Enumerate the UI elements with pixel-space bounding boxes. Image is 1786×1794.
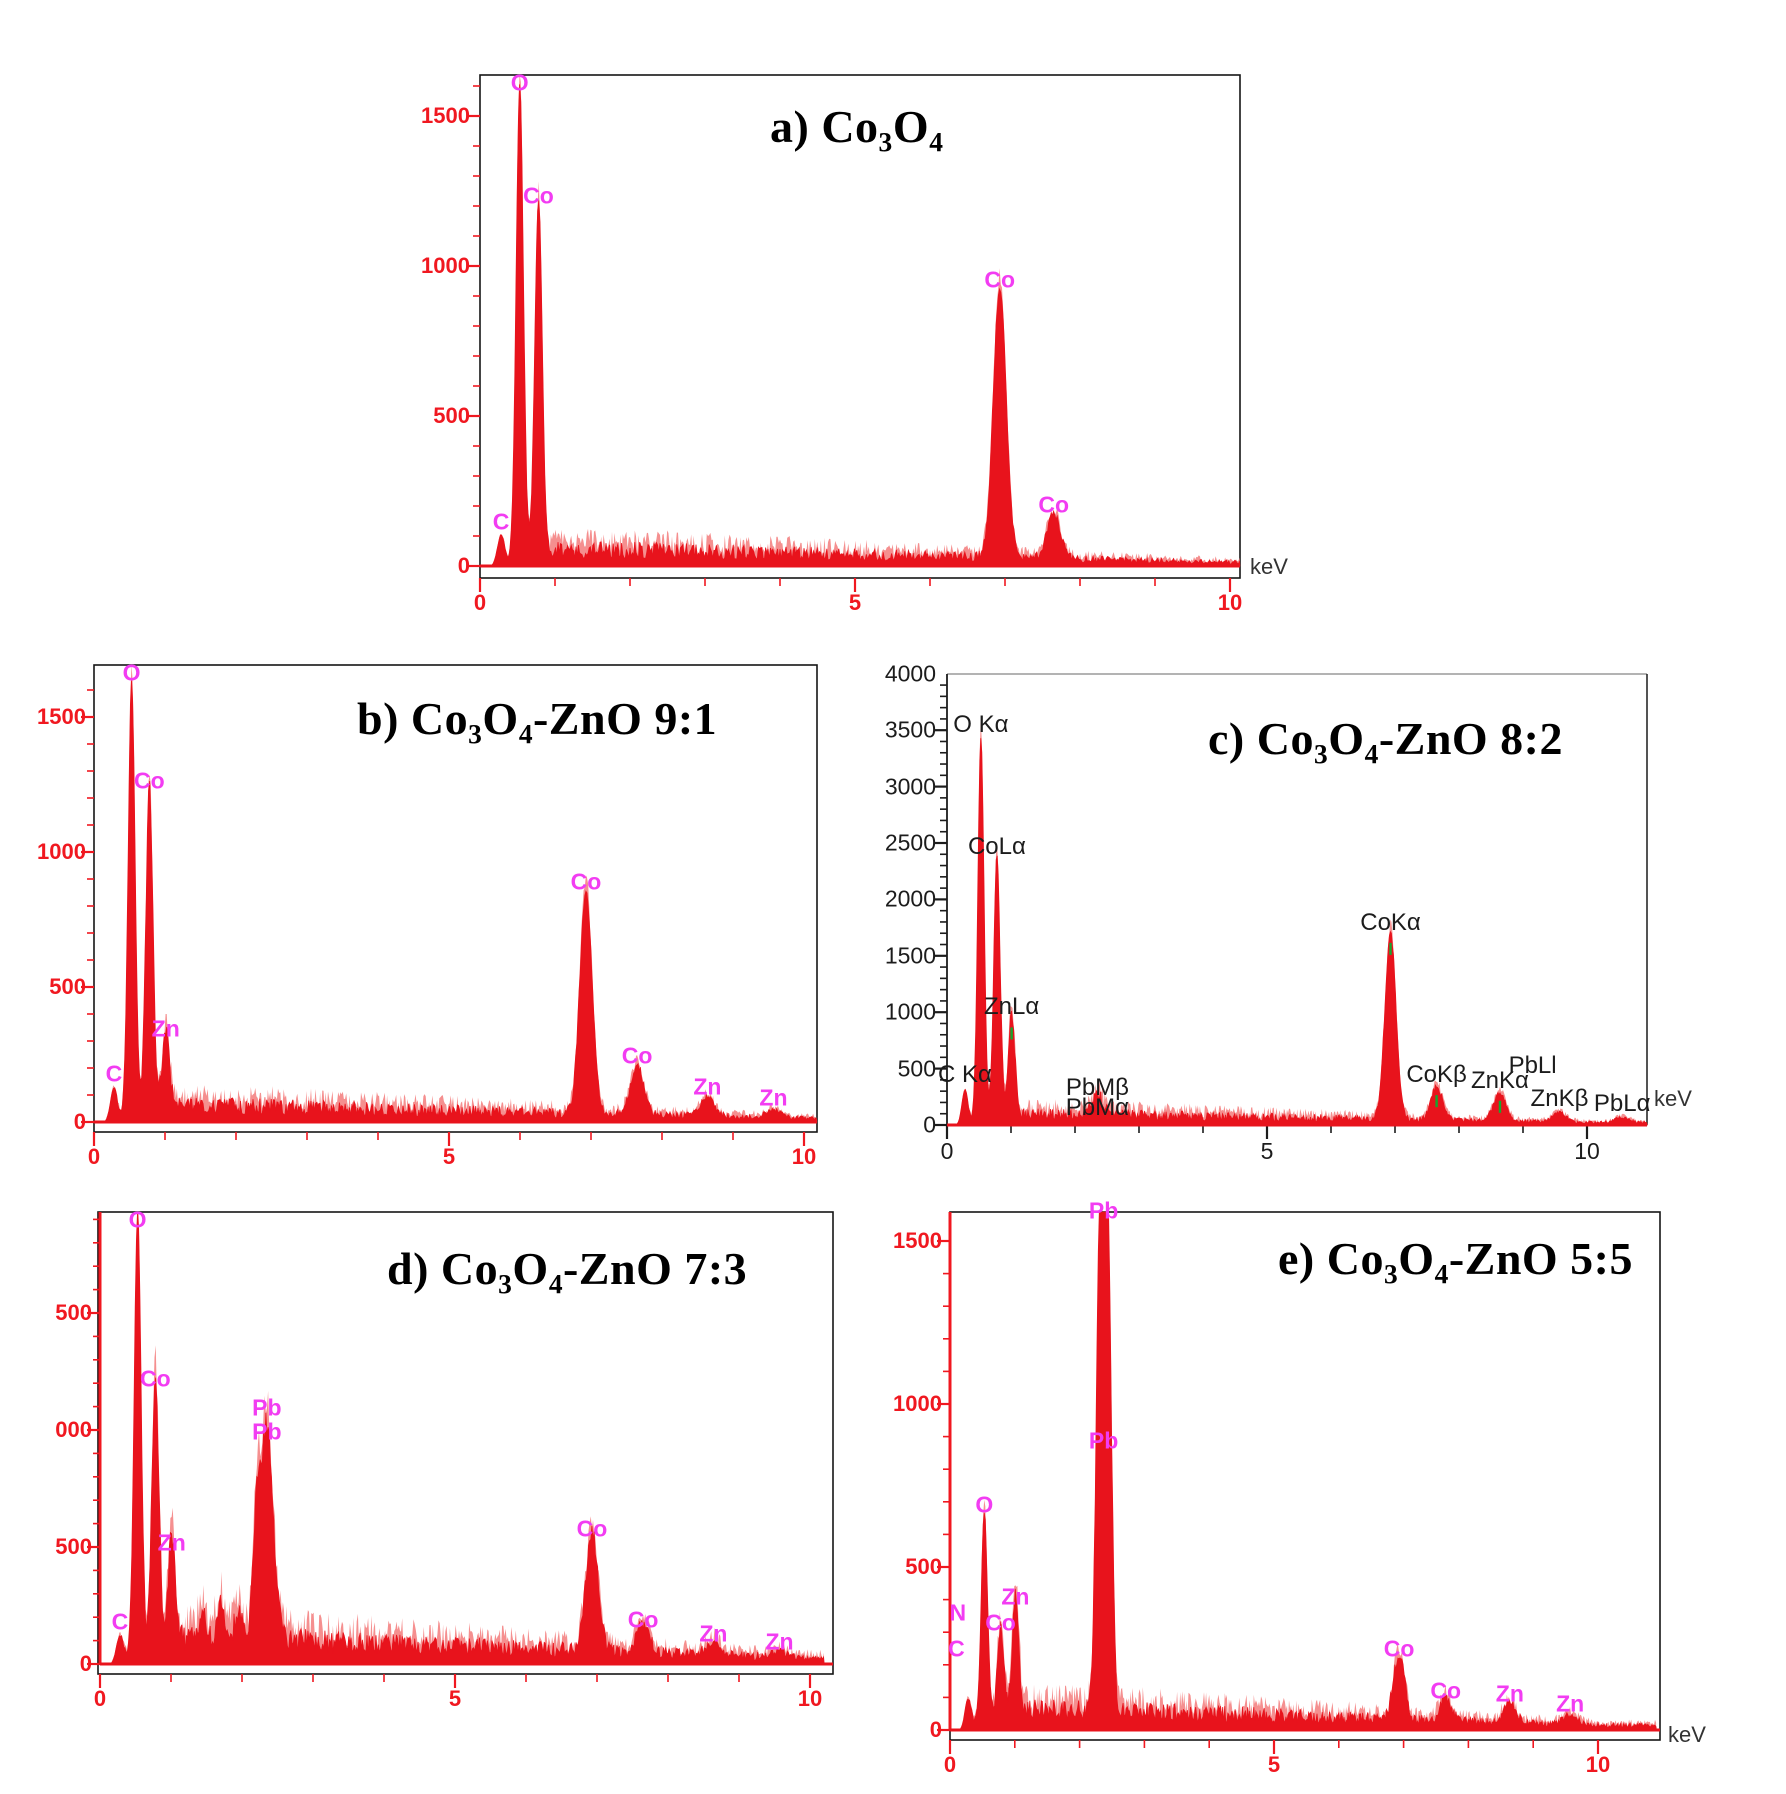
panel-c-y-tick-label: 1500 xyxy=(884,942,936,969)
panel-e-x-tick-label: 5 xyxy=(1267,1752,1281,1777)
panel-b-title: b) Co₃O₄-ZnO 9:1 xyxy=(357,693,718,744)
panel-c-y-tick-label: 2000 xyxy=(884,885,936,912)
panel-d-x-tick-label: 5 xyxy=(448,1686,462,1711)
panel-c-y-tick-label: 3000 xyxy=(884,773,936,800)
peak-label-zn: Zn xyxy=(157,1529,186,1556)
peak-label-zn: Zn xyxy=(765,1628,794,1655)
panel-d-title: d) Co₃O₄-ZnO 7:3 xyxy=(387,1243,748,1294)
peak-label-o: O xyxy=(122,659,141,686)
peak-label-co: Co xyxy=(576,1515,608,1542)
panel-c-y-tick-label: 500 xyxy=(897,1055,936,1082)
panel-d-y-tick-label: 0 xyxy=(79,1651,92,1676)
panel-b-y-tick-label: 1000 xyxy=(37,839,86,864)
panel-e-x-tick-label: 10 xyxy=(1585,1752,1611,1777)
panel-a-title: a) Co₃O₄ xyxy=(770,101,944,152)
peak-label-pbmα: PbMα xyxy=(1065,1094,1130,1122)
peak-label-co: Co xyxy=(1038,491,1070,518)
peak-label-zn: Zn xyxy=(759,1084,788,1111)
panel-a-y-tick-label: 1000 xyxy=(421,253,470,278)
panel-c-y-tick-label: 4000 xyxy=(884,660,936,687)
panel-c-x-tick-label: 0 xyxy=(940,1138,954,1164)
panel-a-x-tick-label: 10 xyxy=(1217,590,1243,615)
peak-label-co: Co xyxy=(627,1606,659,1633)
peak-label-co: Co xyxy=(570,868,602,895)
panel-e-x-tick-label: 0 xyxy=(943,1752,957,1777)
panel-e-title: e) Co₃O₄-ZnO 5:5 xyxy=(1278,1233,1633,1284)
panel-b-x-tick-label: 0 xyxy=(87,1144,101,1169)
peak-label-co: Co xyxy=(134,767,165,794)
panel-b-y-tick-label: 500 xyxy=(49,974,86,999)
panel-e-y-tick-label: 500 xyxy=(905,1554,942,1579)
panel-d-y-tick-label: 000 xyxy=(55,1417,92,1442)
panel-d-y-tick-label: 500 xyxy=(55,1534,92,1559)
peak-label-co: Co xyxy=(140,1365,171,1392)
peak-label-co: Co xyxy=(621,1042,653,1069)
panel-b-x-tick-label: 5 xyxy=(442,1144,456,1169)
peak-label-co: Co xyxy=(985,1609,1016,1636)
peak-label-o: O xyxy=(128,1206,147,1233)
peak-label-zn: Zn xyxy=(1001,1583,1030,1610)
panel-d-x-tick-label: 10 xyxy=(797,1686,823,1711)
peak-label-c: C xyxy=(492,508,510,534)
peak-label-pbll: PbLl xyxy=(1508,1052,1557,1080)
peak-label-o: O xyxy=(975,1491,994,1518)
peak-label-co: Co xyxy=(1430,1677,1462,1704)
panel-c-title: c) Co₃O₄-ZnO 8:2 xyxy=(1208,713,1563,764)
peak-label-n: N xyxy=(949,1599,967,1626)
panel-a-y-tick-label: 1500 xyxy=(421,103,470,128)
peak-label-cokα: CoKα xyxy=(1360,908,1421,936)
peak-label-co: Co xyxy=(984,266,1016,293)
panel-a-x-tick-label: 5 xyxy=(848,590,862,615)
panel-a-kev-unit-label: keV xyxy=(1250,554,1288,579)
peak-label-okα: O Kα xyxy=(953,711,1009,739)
panel-e-y-tick-label: 0 xyxy=(929,1717,942,1742)
peak-label-pb: Pb xyxy=(1088,1427,1119,1454)
panel-b-y-tick-label: 0 xyxy=(73,1109,86,1134)
peak-label-pbmβ: PbMβ xyxy=(1065,1074,1129,1102)
panel-a-y-tick-label: 500 xyxy=(433,403,470,428)
panel-c-kev-unit-label: keV xyxy=(1654,1086,1692,1111)
panel-a-y-tick-label: 0 xyxy=(457,553,470,578)
peak-label-co: Co xyxy=(1383,1635,1415,1662)
peak-label-zn: Zn xyxy=(1495,1680,1524,1707)
peak-label-pb: Pb xyxy=(1088,1197,1119,1224)
peak-label-pb: Pb xyxy=(252,1394,282,1421)
peak-label-znkα: ZnKα xyxy=(1471,1066,1529,1094)
peak-label-colα: CoLα xyxy=(967,833,1026,861)
peak-label-pblα: PbLα xyxy=(1593,1089,1651,1117)
peak-label-o: O xyxy=(510,69,529,96)
panel-c-x-tick-label: 10 xyxy=(1574,1138,1600,1164)
panel-d-y-tick-label: 500 xyxy=(55,1300,92,1325)
panel-c-y-tick-label: 1000 xyxy=(884,998,936,1025)
peak-label-ckα: C Kα xyxy=(937,1061,992,1089)
peak-label-c: C xyxy=(948,1635,965,1661)
peak-label-zn: Zn xyxy=(693,1073,722,1100)
peak-label-c: C xyxy=(111,1608,129,1635)
panel-b-y-tick-label: 1500 xyxy=(37,704,86,729)
peak-label-c: C xyxy=(105,1060,123,1087)
panel-e-kev-unit-label: keV xyxy=(1668,1722,1706,1747)
panel-c-y-tick-label: 0 xyxy=(923,1111,936,1138)
peak-label-cokβ: CoKβ xyxy=(1406,1061,1467,1089)
peak-label-zn: Zn xyxy=(1556,1690,1585,1717)
panel-e-y-tick-label: 1500 xyxy=(893,1228,942,1253)
panel-c-x-tick-label: 5 xyxy=(1260,1138,1274,1164)
peak-label-znkβ: ZnKβ xyxy=(1530,1085,1589,1113)
peak-label-zn: Zn xyxy=(151,1015,180,1042)
peak-label-pb: Pb xyxy=(252,1418,282,1445)
peak-label-zn: Zn xyxy=(699,1620,728,1647)
panel-a-x-tick-label: 0 xyxy=(473,590,487,615)
panel-c-y-tick-label: 3500 xyxy=(884,716,936,743)
peak-label-znlα: ZnLα xyxy=(984,993,1040,1021)
panel-b-x-tick-label: 10 xyxy=(791,1144,817,1169)
panel-c-y-tick-label: 2500 xyxy=(884,829,936,856)
panel-d-x-tick-label: 0 xyxy=(93,1686,107,1711)
panel-e-y-tick-label: 1000 xyxy=(893,1391,942,1416)
peak-label-co: Co xyxy=(523,182,554,209)
